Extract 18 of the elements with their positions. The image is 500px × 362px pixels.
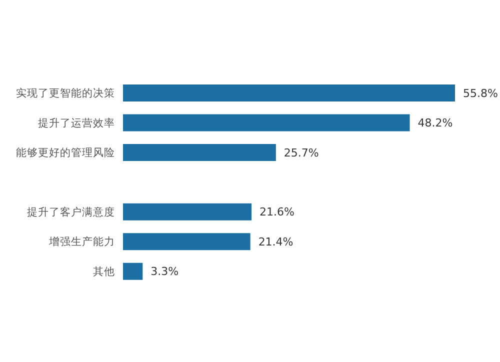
bar bbox=[123, 84, 455, 102]
data-label: 25.7% bbox=[284, 146, 319, 160]
y-tick-label: 增强生产能力 bbox=[48, 235, 115, 248]
y-tick-label: 能够更好的管理风险 bbox=[16, 146, 115, 160]
bar bbox=[123, 203, 252, 220]
data-label: 3.3% bbox=[150, 265, 179, 278]
y-tick-label: 其他 bbox=[93, 264, 115, 278]
y-tick-label: 实现了更智能的决策 bbox=[16, 86, 115, 100]
y-tick-label: 提升了客户满意度 bbox=[27, 205, 115, 218]
data-label: 21.4% bbox=[258, 235, 294, 248]
data-label: 55.8% bbox=[463, 86, 498, 100]
data-label: 48.2% bbox=[418, 116, 453, 130]
data-label: 21.6% bbox=[260, 206, 294, 219]
bar bbox=[123, 144, 276, 161]
bar bbox=[123, 262, 143, 280]
bar bbox=[123, 114, 410, 132]
bar bbox=[123, 233, 250, 250]
y-tick-label: 提升了运营效率 bbox=[38, 116, 115, 130]
